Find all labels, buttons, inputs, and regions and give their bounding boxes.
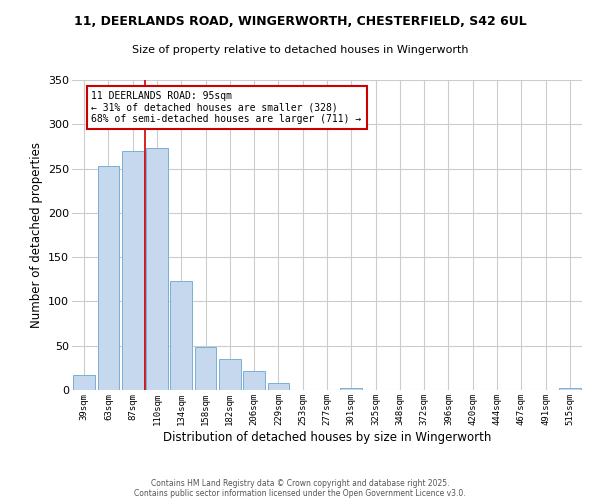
Bar — [243, 372, 265, 390]
Bar — [219, 359, 241, 390]
Bar — [268, 383, 289, 390]
Bar — [122, 151, 143, 390]
Y-axis label: Number of detached properties: Number of detached properties — [29, 142, 43, 328]
Bar — [170, 281, 192, 390]
Bar — [559, 388, 581, 390]
Bar — [194, 348, 217, 390]
Bar — [97, 166, 119, 390]
Text: 11, DEERLANDS ROAD, WINGERWORTH, CHESTERFIELD, S42 6UL: 11, DEERLANDS ROAD, WINGERWORTH, CHESTER… — [74, 15, 526, 28]
X-axis label: Distribution of detached houses by size in Wingerworth: Distribution of detached houses by size … — [163, 430, 491, 444]
Bar — [146, 148, 168, 390]
Text: Size of property relative to detached houses in Wingerworth: Size of property relative to detached ho… — [132, 45, 468, 55]
Bar — [73, 375, 95, 390]
Bar — [340, 388, 362, 390]
Text: Contains HM Land Registry data © Crown copyright and database right 2025.: Contains HM Land Registry data © Crown c… — [151, 478, 449, 488]
Text: Contains public sector information licensed under the Open Government Licence v3: Contains public sector information licen… — [134, 488, 466, 498]
Text: 11 DEERLANDS ROAD: 95sqm
← 31% of detached houses are smaller (328)
68% of semi-: 11 DEERLANDS ROAD: 95sqm ← 31% of detach… — [91, 90, 362, 124]
